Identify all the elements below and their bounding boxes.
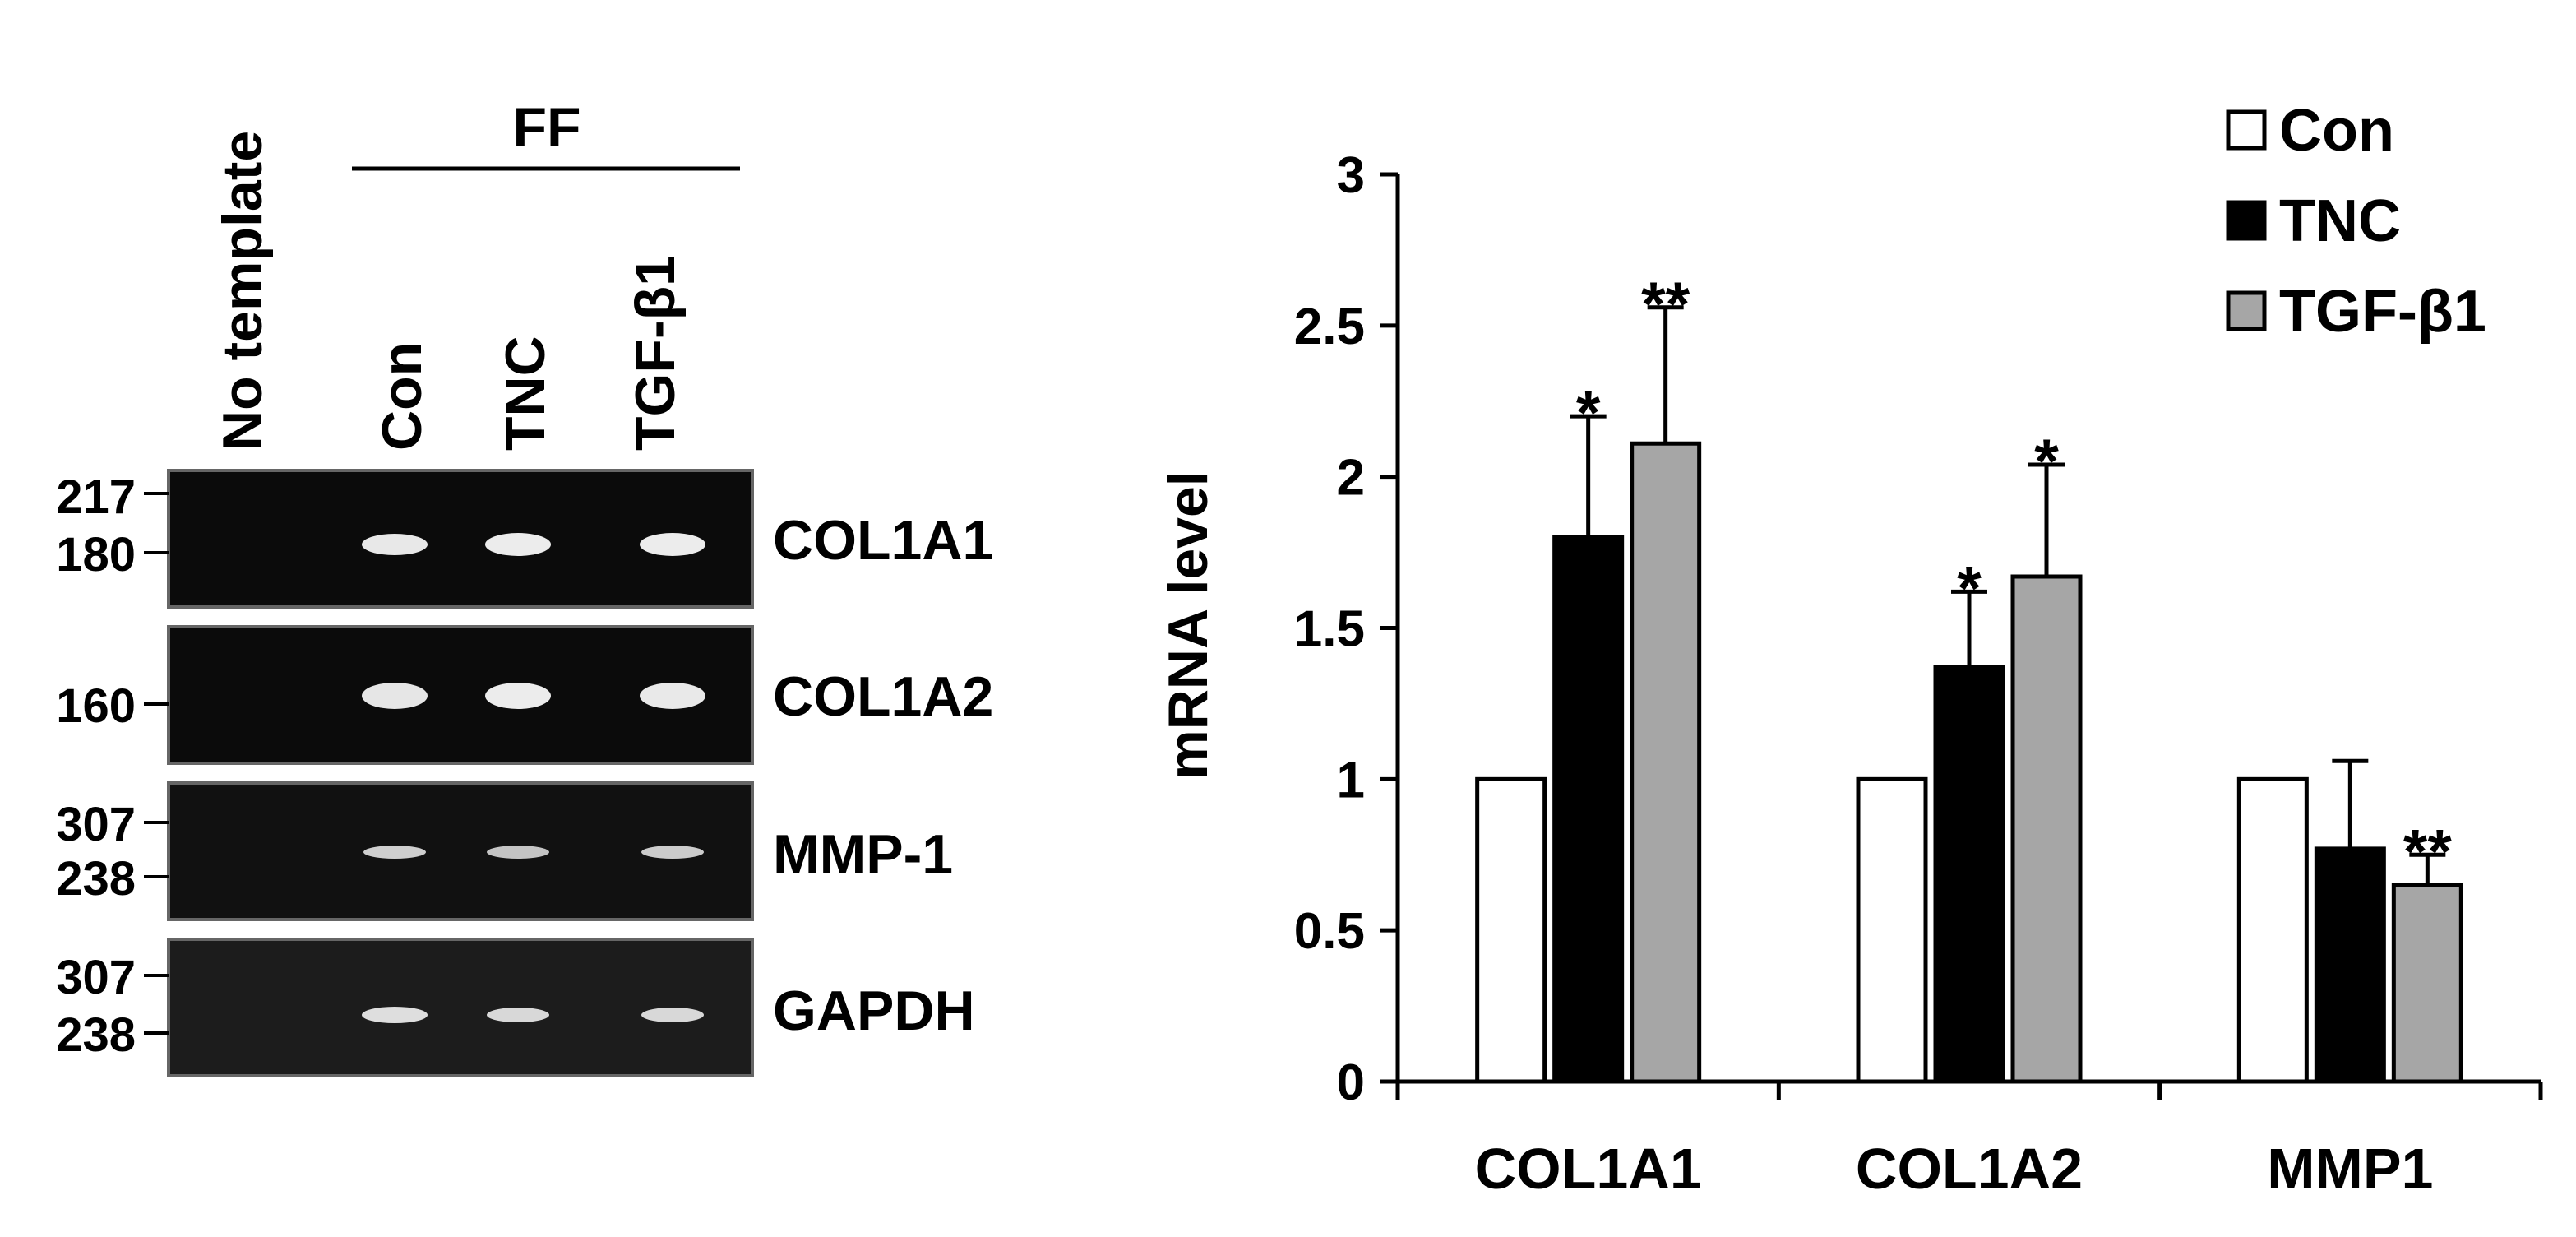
x-tick-label: COL1A1 (1475, 1137, 1702, 1201)
bar-chart: 00.511.522.53 COL1A1 COL1A2 MMP1 ******* C… (1157, 98, 2543, 1201)
x-axis: COL1A1 COL1A2 MMP1 (1395, 1079, 2543, 1201)
gel-strip-mmp-1: 307 238 MMP-1 (56, 781, 953, 921)
legend-swatch (2226, 200, 2267, 241)
gel-strip-col1a2: 160 COL1A2 (56, 625, 993, 765)
bar (1856, 776, 1928, 1084)
marker-label: 307 (56, 951, 136, 1004)
y-tick-label: 0 (1337, 1054, 1365, 1111)
gene-label: COL1A1 (773, 509, 993, 572)
gel-strip-background (167, 938, 754, 1077)
marker-label: 238 (56, 852, 136, 906)
gel-band (485, 683, 551, 709)
significance-marker: ** (2403, 817, 2453, 887)
legend-label: TGF-β1 (2279, 279, 2486, 345)
marker-label: 180 (56, 528, 136, 581)
bar (2314, 846, 2386, 1084)
bar (1630, 441, 1702, 1084)
gel-band (487, 846, 549, 859)
gene-label: COL1A2 (773, 665, 993, 728)
gel-band (640, 533, 705, 556)
y-tick-label: 1 (1337, 752, 1365, 808)
gel-panel: No template Con TNC TGF-β1 FF 217 180 CO… (56, 96, 993, 1077)
y-tick-label: 1.5 (1294, 601, 1365, 658)
y-tick-label: 3 (1337, 147, 1365, 204)
x-tick-label: COL1A2 (1856, 1137, 2083, 1201)
y-tick-label: 2.5 (1294, 299, 1365, 355)
significance-marker: * (1576, 378, 1601, 448)
gel-band (640, 683, 705, 709)
gel-strip-gapdh: 307 238 GAPDH (56, 938, 975, 1077)
legend-label: TNC (2279, 188, 2401, 254)
gel-band (487, 1008, 549, 1022)
legend-swatch (2226, 290, 2267, 331)
gel-band (485, 533, 551, 556)
bar (2010, 574, 2083, 1084)
gel-band (641, 1008, 704, 1022)
bar (1933, 665, 2005, 1084)
bar (1552, 535, 1625, 1084)
significance-marker: * (2034, 427, 2059, 497)
y-tick-label: 0.5 (1294, 903, 1365, 960)
marker-label: 307 (56, 798, 136, 851)
y-axis: 0 0.5 1 1.5 2 2.5 3 (1294, 147, 1400, 1111)
bar (2236, 776, 2309, 1084)
legend: Con TNC TGF-β1 (2226, 98, 2486, 345)
bar-series: ******* (1475, 270, 2463, 1084)
y-tick-label: 2 (1337, 450, 1365, 507)
legend-label: Con (2279, 98, 2394, 164)
gel-band (363, 846, 426, 859)
gel-band (362, 1007, 428, 1023)
gene-label: GAPDH (773, 980, 975, 1042)
group-label-ff: FF (512, 96, 580, 159)
marker-label: 217 (56, 470, 136, 524)
significance-marker: ** (1641, 270, 1690, 340)
significance-marker: * (1957, 554, 1982, 623)
lane-header-tgf-b1: TGF-β1 (624, 255, 687, 451)
marker-label: 238 (56, 1008, 136, 1062)
lane-header-no-template: No template (211, 131, 274, 451)
y-axis-label: mRNA level (1157, 470, 1219, 779)
bar (1475, 776, 1547, 1084)
bar (2391, 883, 2463, 1084)
lane-header-tnc: TNC (494, 336, 557, 451)
lane-header-con: Con (371, 342, 433, 451)
legend-swatch (2226, 109, 2267, 151)
gel-band (362, 534, 428, 555)
marker-label: 160 (56, 679, 136, 733)
gel-band (362, 683, 428, 709)
gel-band (641, 846, 704, 859)
gene-label: MMP-1 (773, 823, 953, 886)
x-tick-label: MMP1 (2267, 1137, 2433, 1201)
gel-strip-col1a1: 217 180 COL1A1 (56, 469, 993, 609)
